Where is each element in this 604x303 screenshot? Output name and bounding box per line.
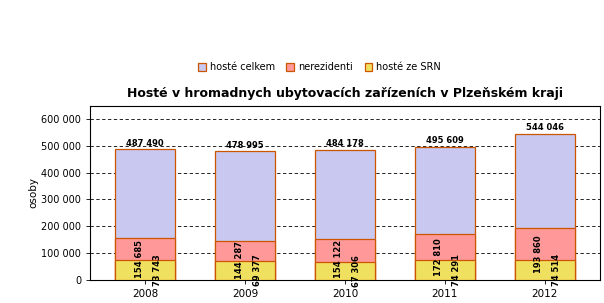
Bar — [115, 149, 175, 280]
Bar — [115, 260, 175, 280]
Bar — [215, 261, 275, 280]
Text: 74 514: 74 514 — [553, 254, 561, 286]
Bar — [415, 260, 475, 280]
Text: 544 046: 544 046 — [526, 123, 564, 132]
Bar — [415, 147, 475, 280]
Text: 484 178: 484 178 — [326, 139, 364, 148]
Text: 74 291: 74 291 — [452, 254, 461, 286]
Bar — [415, 234, 475, 280]
Bar — [315, 238, 375, 280]
Text: 495 609: 495 609 — [426, 136, 464, 145]
Text: 193 860: 193 860 — [535, 235, 544, 273]
Text: 478 995: 478 995 — [226, 141, 264, 150]
Title: Hosté v hromadnych ubytovacích zařízeních v Plzeňském kraji: Hosté v hromadnych ubytovacích zařízeníc… — [127, 87, 563, 100]
Text: 154 122: 154 122 — [335, 240, 344, 278]
Bar — [515, 134, 575, 280]
Text: 144 287: 144 287 — [234, 241, 243, 279]
Bar — [315, 150, 375, 280]
Bar — [515, 260, 575, 280]
Bar — [215, 241, 275, 280]
Bar — [315, 262, 375, 280]
Y-axis label: osoby: osoby — [28, 177, 38, 208]
Legend: hosté celkem, nerezidenti, hosté ze SRN: hosté celkem, nerezidenti, hosté ze SRN — [194, 58, 445, 76]
Bar — [215, 152, 275, 280]
Text: 73 743: 73 743 — [153, 254, 162, 286]
Text: 172 810: 172 810 — [434, 238, 443, 275]
Bar — [115, 238, 175, 280]
Bar — [515, 228, 575, 280]
Text: 67 306: 67 306 — [353, 255, 361, 287]
Text: 487 490: 487 490 — [126, 138, 164, 148]
Text: 69 377: 69 377 — [252, 255, 262, 286]
Text: 154 685: 154 685 — [135, 240, 144, 278]
